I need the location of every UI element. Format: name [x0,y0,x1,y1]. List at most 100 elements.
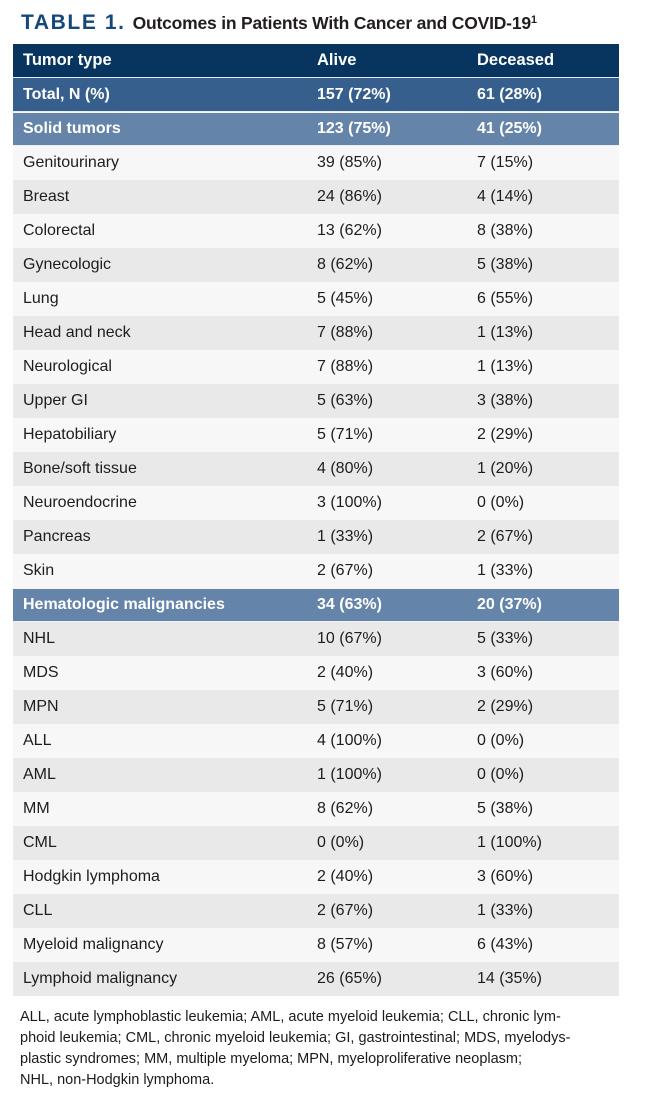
alive-cell: 5 (63%) [317,392,374,409]
deceased-cell: 0 (0%) [477,766,525,783]
tumor-type-cell: Genitourinary [23,154,120,171]
table-row: Upper GI 5 (63%) 3 (38%) [13,384,619,418]
table-row: Breast 24 (86%) 4 (14%) [13,180,619,214]
table-row: Bone/soft tissue 4 (80%) 1 (20%) [13,452,619,486]
footnote-line: ALL, acute lymphoblastic leukemia; AML, … [20,1009,561,1025]
table-row: Hodgkin lymphoma 2 (40%) 3 (60%) [13,860,619,894]
tumor-type-cell: Hepatobiliary [23,426,117,443]
alive-cell: 2 (67%) [317,562,374,579]
alive-cell: 4 (80%) [317,460,374,477]
table-row: Skin 2 (67%) 1 (33%) [13,554,619,588]
alive-cell: 8 (57%) [317,936,374,953]
footnote-line: NHL, non-Hodgkin lymphoma. [20,1072,215,1088]
alive-cell: 0 (0%) [317,834,365,851]
table-row: Neuroendocrine 3 (100%) 0 (0%) [13,486,619,520]
deceased-cell: 3 (60%) [477,664,534,681]
deceased-cell: 8 (38%) [477,222,534,239]
alive-cell: 10 (67%) [317,630,382,647]
tumor-type-cell: Gynecologic [23,256,112,273]
tumor-type-cell: Total, N (%) [23,85,110,103]
table-row: MDS 2 (40%) 3 (60%) [13,656,619,690]
tumor-type-cell: Neurological [23,358,112,375]
table-row: MPN 5 (71%) 2 (29%) [13,690,619,724]
table-caption: Outcomes in Patients With Cancer and COV… [132,13,531,33]
table-row: Solid tumors 123 (75%) 41 (25%) [13,112,619,146]
tumor-type-cell: Colorectal [23,222,96,239]
deceased-cell: 6 (43%) [477,936,534,953]
alive-cell: 123 (75%) [317,120,391,137]
table-row: MM 8 (62%) 5 (38%) [13,792,619,826]
deceased-cell: 41 (25%) [477,120,542,137]
deceased-cell: 6 (55%) [477,290,534,307]
table-row: Myeloid malignancy 8 (57%) 6 (43%) [13,928,619,962]
alive-cell: 2 (67%) [317,902,374,919]
alive-cell: 7 (88%) [317,358,374,375]
tumor-type-cell: Head and neck [23,324,131,341]
alive-cell: 5 (45%) [317,290,374,307]
table-row: CML 0 (0%) 1 (100%) [13,826,619,860]
abbreviations-footnote: ALL, acute lymphoblastic leukemia; AML, … [20,1007,620,1091]
column-header-deceased: Deceased [477,51,555,69]
column-header-alive: Alive [317,51,357,69]
tumor-type-cell: Upper GI [23,392,88,409]
tumor-type-cell: Lung [23,290,59,307]
table-row: Genitourinary 39 (85%) 7 (15%) [13,146,619,180]
deceased-cell: 1 (33%) [477,562,534,579]
tumor-type-cell: Skin [23,562,55,579]
deceased-cell: 1 (20%) [477,460,534,477]
reference-superscript: 1 [530,14,538,26]
table-row: Head and neck 7 (88%) 1 (13%) [13,316,619,350]
table-row: Gynecologic 8 (62%) 5 (38%) [13,248,619,282]
alive-cell: 34 (63%) [317,596,382,613]
tumor-type-cell: Pancreas [23,528,91,545]
alive-cell: 2 (40%) [317,664,374,681]
table-row: Lymphoid malignancy 26 (65%) 14 (35%) [13,962,619,996]
deceased-cell: 0 (0%) [477,732,525,749]
deceased-cell: 5 (38%) [477,256,534,273]
tumor-type-cell: Solid tumors [23,120,121,137]
deceased-cell: 2 (29%) [477,698,534,715]
table-row: CLL 2 (67%) 1 (33%) [13,894,619,928]
tumor-type-cell: MPN [23,698,59,715]
deceased-cell: 4 (14%) [477,188,534,205]
alive-cell: 4 (100%) [317,732,382,749]
table-number-label: TABLE 1. [21,11,126,34]
alive-cell: 1 (100%) [317,766,382,783]
tumor-type-cell: AML [23,766,56,783]
alive-cell: 5 (71%) [317,426,374,443]
deceased-cell: 2 (67%) [477,528,534,545]
alive-cell: 1 (33%) [317,528,374,545]
deceased-cell: 1 (13%) [477,324,534,341]
alive-cell: 39 (85%) [317,154,382,171]
deceased-cell: 5 (38%) [477,800,534,817]
alive-cell: 7 (88%) [317,324,374,341]
deceased-cell: 7 (15%) [477,154,534,171]
table-row: Lung 5 (45%) 6 (55%) [13,282,619,316]
deceased-cell: 5 (33%) [477,630,534,647]
tumor-type-cell: Bone/soft tissue [23,460,137,477]
tumor-type-cell: CML [23,834,57,851]
tumor-type-cell: ALL [23,732,52,749]
alive-cell: 8 (62%) [317,256,374,273]
table-row: Neurological 7 (88%) 1 (13%) [13,350,619,384]
deceased-cell: 3 (38%) [477,392,534,409]
table-row: ALL 4 (100%) 0 (0%) [13,724,619,758]
deceased-cell: 3 (60%) [477,868,534,885]
alive-cell: 13 (62%) [317,222,382,239]
deceased-cell: 2 (29%) [477,426,534,443]
alive-cell: 3 (100%) [317,494,382,511]
table-row: AML 1 (100%) 0 (0%) [13,758,619,792]
tumor-type-cell: Breast [23,188,70,205]
deceased-cell: 14 (35%) [477,970,542,987]
deceased-cell: 1 (13%) [477,358,534,375]
tumor-type-cell: Hodgkin lymphoma [23,868,160,885]
deceased-cell: 20 (37%) [477,596,542,613]
tumor-type-cell: MM [23,800,50,817]
deceased-cell: 1 (100%) [477,834,542,851]
alive-cell: 5 (71%) [317,698,374,715]
footnote-line: phoid leukemia; CML, chronic myeloid leu… [20,1030,571,1046]
tumor-type-cell: Myeloid malignancy [23,936,164,953]
deceased-cell: 0 (0%) [477,494,525,511]
deceased-cell: 61 (28%) [477,85,542,103]
